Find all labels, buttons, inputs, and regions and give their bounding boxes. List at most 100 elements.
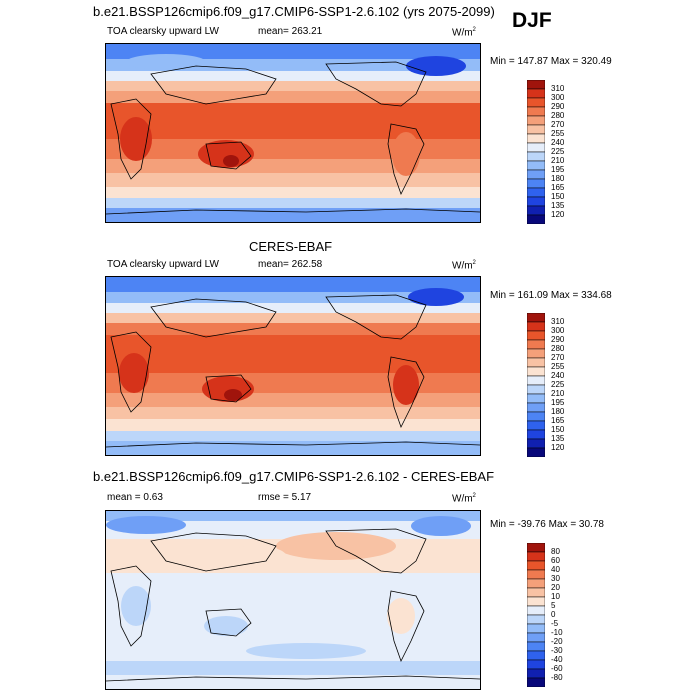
coastline-south-america (387, 356, 425, 429)
panel1-minmax: Min = 147.87 Max = 320.49 (490, 56, 612, 67)
colorbar-tick-label: -20 (551, 637, 563, 646)
colorbar-swatch (527, 411, 545, 422)
map-band (106, 419, 480, 431)
colorbar-swatch (527, 614, 545, 625)
colorbar-swatch (527, 88, 545, 99)
colorbar-swatch (527, 187, 545, 198)
map-feature (198, 140, 254, 168)
map-feature (204, 616, 248, 636)
panel3-colorbar (527, 543, 545, 687)
colorbar-swatch (527, 205, 545, 216)
colorbar-tick-label: 195 (551, 398, 565, 407)
panel1-mean: mean= 263.21 (258, 26, 323, 37)
colorbar-swatch (527, 366, 545, 377)
map-feature (119, 353, 149, 393)
colorbar-swatch (527, 339, 545, 350)
coastline-south-america (387, 590, 425, 663)
colorbar-swatch (527, 106, 545, 117)
colorbar-swatch (527, 348, 545, 359)
colorbar-swatch (527, 560, 545, 571)
colorbar-tick-label: 270 (551, 120, 565, 129)
map-feature (246, 643, 366, 659)
colorbar-tick-label: 60 (551, 556, 560, 565)
map-band (106, 323, 480, 335)
colorbar-swatch (527, 429, 545, 440)
colorbar-swatch (527, 97, 545, 108)
colorbar-tick-label: 280 (551, 111, 565, 120)
map-feature (120, 117, 152, 161)
colorbar-swatch (527, 178, 545, 189)
colorbar-swatch (527, 596, 545, 607)
colorbar-swatch (527, 196, 545, 207)
map-band (106, 81, 480, 91)
colorbar-swatch (527, 115, 545, 126)
map-feature (223, 155, 239, 167)
colorbar-tick-label: 180 (551, 407, 565, 416)
coastline-australia (205, 608, 252, 637)
colorbar-tick-label: 120 (551, 210, 565, 219)
colorbar-tick-label: 280 (551, 344, 565, 353)
colorbar-swatch (527, 632, 545, 643)
colorbar-swatch (527, 668, 545, 679)
colorbar-tick-label: 310 (551, 84, 565, 93)
colorbar-tick-label: 255 (551, 129, 565, 138)
map-feature (387, 598, 415, 634)
coastline-north-america (325, 294, 427, 340)
colorbar-tick-label: 310 (551, 317, 565, 326)
colorbar-tick-label: 135 (551, 201, 565, 210)
colorbar-tick-label: 40 (551, 565, 560, 574)
map-feature (392, 132, 420, 176)
coastlines (106, 528, 480, 682)
colorbar-tick-label: -5 (551, 619, 559, 628)
map-band (106, 44, 480, 59)
map-feature (106, 516, 186, 534)
coastline-asia (150, 65, 277, 105)
colorbar-tick-label: 10 (551, 592, 560, 601)
panel2-units: W/m2 (452, 260, 476, 272)
colorbar-swatch (527, 543, 545, 553)
colorbar-tick-label: 210 (551, 156, 565, 165)
panel2-colorbar (527, 313, 545, 457)
colorbar-swatch (527, 587, 545, 598)
colorbar-swatch (527, 569, 545, 580)
colorbar-tick-label: 0 (551, 610, 556, 619)
panel3-minmax: Min = -39.76 Max = 30.78 (490, 519, 604, 530)
coastline-australia (205, 374, 252, 403)
map-feature (226, 546, 286, 566)
season-label: DJF (512, 9, 552, 32)
panel3-map (105, 510, 481, 690)
panel1-colorbar (527, 80, 545, 224)
panel1-map (105, 43, 481, 223)
coastline-asia (150, 298, 277, 338)
colorbar-tick-label: 300 (551, 93, 565, 102)
colorbar-swatch (527, 447, 545, 457)
colorbar-tick-label: 20 (551, 583, 560, 592)
colorbar-tick-label: 195 (551, 165, 565, 174)
map-feature (121, 586, 151, 626)
colorbar-tick-label: 290 (551, 102, 565, 111)
panel3-rmse: rmse = 5.17 (258, 492, 312, 503)
coastline-antarctica (106, 675, 480, 682)
coastline-australia (205, 141, 252, 170)
colorbar-swatch (527, 80, 545, 90)
map-band (106, 91, 480, 103)
map-band (106, 303, 480, 313)
colorbar-tick-label: 290 (551, 335, 565, 344)
map-band (106, 407, 480, 419)
coastline-north-america (325, 528, 427, 574)
colorbar-swatch (527, 551, 545, 562)
colorbar-tick-label: -30 (551, 646, 563, 655)
colorbar-swatch (527, 321, 545, 332)
coastline-antarctica (106, 441, 480, 448)
colorbar-swatch (527, 578, 545, 589)
map-band (106, 198, 480, 208)
panel2-map (105, 276, 481, 456)
panel2-minmax: Min = 161.09 Max = 334.68 (490, 290, 612, 301)
coastline-africa (110, 98, 152, 180)
colorbar-swatch (527, 124, 545, 135)
coastline-africa (110, 565, 152, 647)
map-feature (406, 56, 466, 76)
colorbar-tick-label: 255 (551, 362, 565, 371)
colorbar-tick-label: 240 (551, 371, 565, 380)
colorbar-swatch (527, 605, 545, 616)
